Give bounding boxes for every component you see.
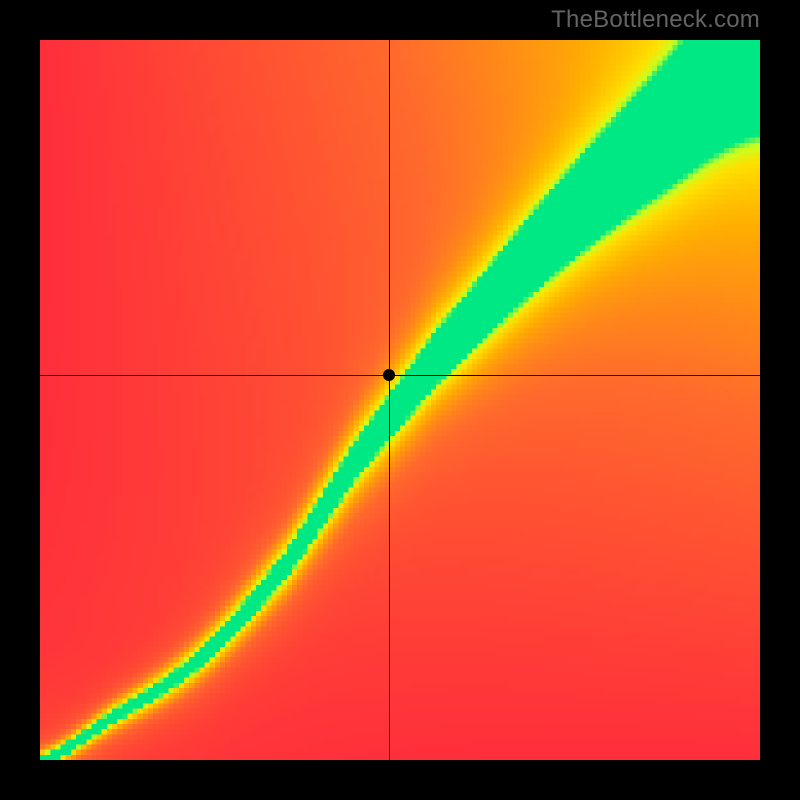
heatmap-canvas	[40, 40, 760, 760]
watermark-text: TheBottleneck.com	[551, 6, 760, 34]
plot-area	[40, 40, 760, 760]
